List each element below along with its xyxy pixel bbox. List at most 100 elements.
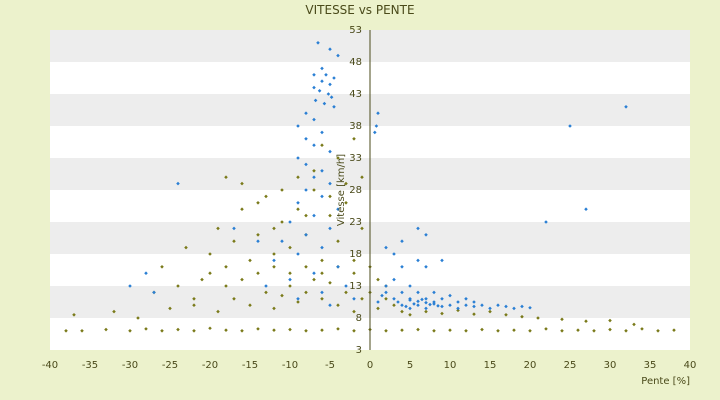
y-tick-label: 28 xyxy=(349,185,362,196)
data-point xyxy=(428,302,432,307)
data-point xyxy=(320,328,324,332)
data-point xyxy=(384,290,388,295)
data-point xyxy=(320,297,324,301)
data-point xyxy=(480,327,484,332)
data-point xyxy=(328,226,332,231)
data-point xyxy=(80,329,84,333)
data-point xyxy=(312,117,316,122)
data-point xyxy=(374,124,379,128)
data-point xyxy=(317,89,322,93)
data-point xyxy=(320,194,324,199)
data-point xyxy=(352,258,356,263)
data-point xyxy=(288,245,292,250)
data-point xyxy=(264,194,268,199)
data-point xyxy=(512,306,516,311)
data-point xyxy=(232,297,236,301)
data-point xyxy=(432,290,436,295)
data-point xyxy=(332,105,336,109)
data-point xyxy=(416,303,420,307)
data-point xyxy=(504,313,508,317)
data-point xyxy=(208,252,212,256)
x-tick-label: 30 xyxy=(604,360,617,371)
data-point xyxy=(272,252,276,256)
x-tick-label: -40 xyxy=(42,360,58,371)
data-point xyxy=(520,314,524,319)
data-point xyxy=(448,293,452,298)
data-point xyxy=(296,252,300,256)
data-point xyxy=(608,318,612,323)
data-point xyxy=(448,303,452,307)
data-point xyxy=(336,207,340,211)
data-point xyxy=(304,213,308,218)
data-points xyxy=(64,41,676,333)
data-point xyxy=(472,304,476,309)
y-tick-label: 8 xyxy=(356,313,362,324)
x-tick-label: -5 xyxy=(325,360,335,371)
data-point xyxy=(328,149,332,154)
data-point xyxy=(624,329,628,333)
data-point xyxy=(416,258,420,263)
data-point xyxy=(224,175,228,179)
data-point xyxy=(416,299,420,304)
data-point xyxy=(380,293,384,298)
y-tick-label: 48 xyxy=(349,57,362,68)
data-point xyxy=(136,316,140,320)
data-point xyxy=(432,300,436,304)
data-point xyxy=(296,201,300,205)
data-point xyxy=(320,290,324,295)
data-point xyxy=(329,95,334,99)
data-point xyxy=(376,306,380,311)
x-tick-label: 40 xyxy=(684,360,697,371)
data-point xyxy=(560,329,564,333)
data-point xyxy=(336,53,340,58)
data-point xyxy=(304,233,308,237)
data-point xyxy=(296,207,300,211)
data-point xyxy=(324,73,328,77)
x-axis-title: Pente [%] xyxy=(641,376,690,387)
data-point xyxy=(328,47,332,51)
data-point xyxy=(176,284,180,288)
data-point xyxy=(272,306,276,311)
data-point xyxy=(288,327,292,332)
data-point xyxy=(296,124,300,128)
data-point xyxy=(304,265,308,269)
data-point xyxy=(528,305,532,310)
chart-title: VITESSE vs PENTE xyxy=(305,3,414,17)
data-point xyxy=(208,326,212,331)
data-point xyxy=(560,317,564,322)
x-tick-label: 20 xyxy=(524,360,537,371)
data-point xyxy=(304,162,308,167)
data-point xyxy=(296,300,300,304)
data-point xyxy=(584,319,588,323)
x-tick-label: -20 xyxy=(202,360,218,371)
data-point xyxy=(216,226,220,231)
data-point xyxy=(496,329,500,333)
data-point xyxy=(424,233,428,237)
x-tick-label: 25 xyxy=(564,360,577,371)
data-point xyxy=(472,300,476,304)
data-point xyxy=(396,300,400,304)
data-point xyxy=(373,130,377,135)
data-point xyxy=(320,245,324,250)
data-point xyxy=(320,271,324,275)
data-point xyxy=(608,327,612,332)
data-point xyxy=(420,297,424,302)
data-point xyxy=(336,239,340,243)
data-point xyxy=(408,313,412,317)
data-point xyxy=(272,258,276,263)
data-point xyxy=(316,41,320,45)
data-point xyxy=(408,298,412,302)
data-point xyxy=(384,329,388,333)
data-point xyxy=(312,277,316,282)
y-tick-label: 38 xyxy=(349,121,362,132)
x-tick-label: -25 xyxy=(162,360,178,371)
data-point xyxy=(544,327,548,331)
x-tick-label: 35 xyxy=(644,360,657,371)
data-point xyxy=(256,201,260,205)
data-point xyxy=(216,309,220,314)
x-tick-label: -30 xyxy=(122,360,138,371)
data-point xyxy=(176,327,180,332)
data-point xyxy=(336,327,340,331)
